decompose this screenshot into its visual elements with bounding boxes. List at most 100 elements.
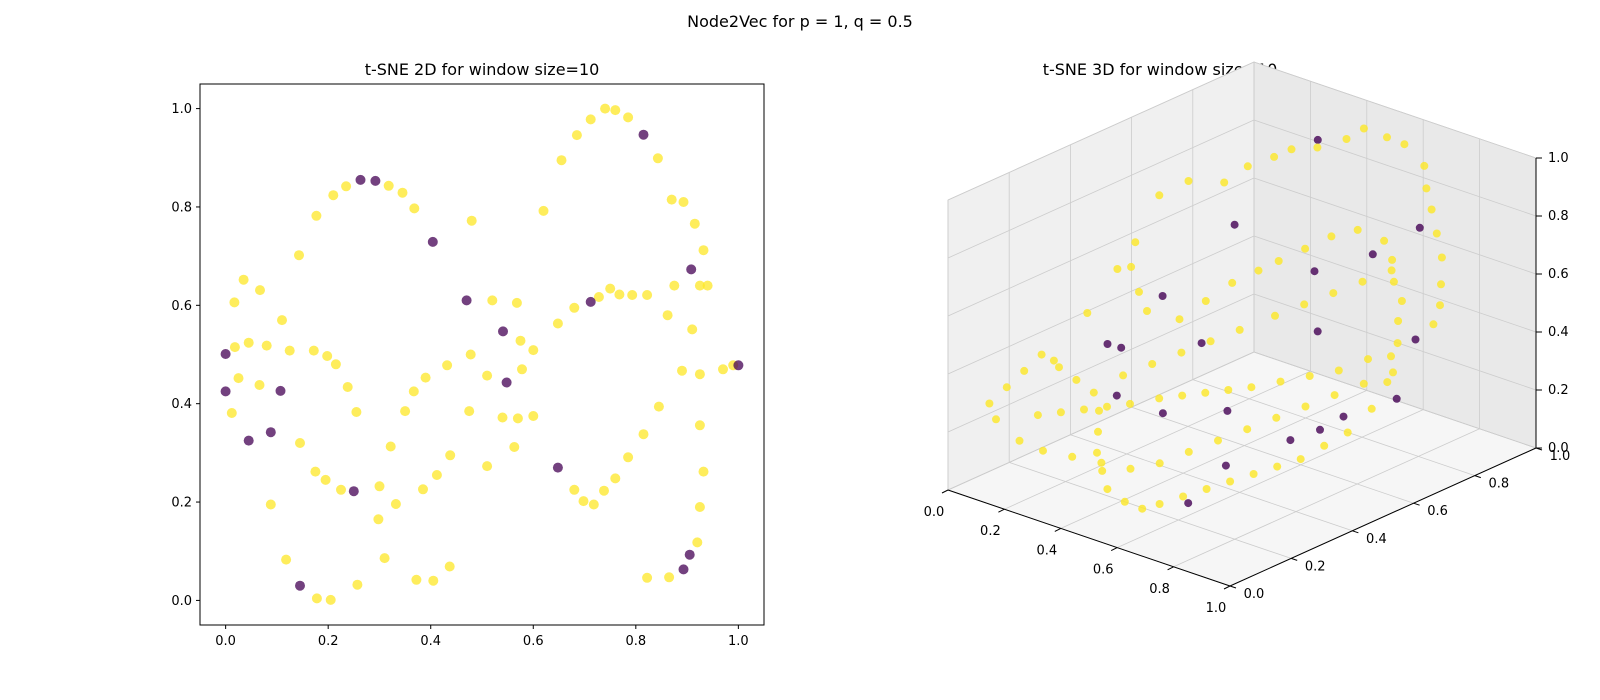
point-3d-s0-50 (1388, 255, 1397, 264)
point-2d-s1-16 (295, 580, 305, 591)
point-3d-s0-6 (1313, 143, 1322, 152)
point-2d-s0-21 (678, 197, 689, 207)
point-2d-s0-18 (623, 112, 634, 123)
x-axis-line-3d (947, 489, 1231, 587)
point-3d-s0-99 (1387, 266, 1396, 275)
point-3d-s0-39 (1135, 287, 1143, 296)
point-3d-s0-33 (1033, 411, 1042, 420)
point-3d-s0-103 (1148, 360, 1157, 368)
point-2d-s0-36 (692, 537, 703, 548)
xtick-label-3d: 0.6 (1093, 563, 1114, 578)
point-2d-s0-79 (482, 461, 493, 472)
point-2d-s0-38 (642, 572, 653, 583)
point-2d-s0-37 (664, 572, 675, 583)
point-3d-s0-13 (1427, 205, 1436, 214)
point-2d-s0-54 (336, 484, 346, 495)
point-2d-s0-90 (593, 292, 604, 302)
point-2d-s0-22 (689, 218, 700, 229)
point-2d-s0-0 (229, 297, 240, 308)
point-3d-s0-35 (1083, 309, 1092, 317)
figure-suptitle: Node2Vec for p = 1, q = 0.5 (687, 12, 913, 31)
point-2d-s0-32 (677, 365, 687, 376)
point-2d-s1-4 (686, 264, 697, 275)
ytick-mark-3d (1352, 530, 1359, 534)
point-3d-s0-37 (1131, 238, 1140, 247)
ztick-label-3d: 0.8 (1548, 209, 1569, 224)
point-2d-s0-98 (610, 473, 621, 484)
point-3d-s0-96 (1300, 300, 1309, 309)
point-3d-s0-93 (1359, 379, 1368, 388)
point-3d-s1-12 (1392, 394, 1401, 403)
point-2d-s0-101 (578, 496, 589, 507)
point-3d-s1-7 (1411, 335, 1420, 344)
xtick-label-3d: 0.0 (924, 505, 945, 520)
point-2d-s1-6 (498, 326, 508, 337)
point-3d-s0-14 (1432, 229, 1441, 238)
grid-line (1004, 370, 1311, 510)
grid-line (1070, 434, 1353, 532)
point-2d-s1-10 (220, 386, 231, 397)
point-2d-s0-74 (528, 345, 539, 356)
point-2d-s1-8 (585, 296, 596, 307)
point-3d-s0-22 (1305, 372, 1314, 380)
point-2d-s0-19 (652, 153, 663, 164)
point-3d-s0-5 (1287, 145, 1296, 154)
point-3d-s0-97 (1329, 289, 1338, 298)
point-3d-s0-70 (1093, 448, 1101, 457)
grid-line (947, 177, 1255, 317)
point-2d-s0-59 (352, 579, 363, 590)
ytick-mark-3d (1291, 557, 1298, 561)
point-3d-s0-55 (1383, 378, 1392, 387)
point-2d-s0-94 (642, 290, 653, 300)
grid-line (947, 293, 1255, 433)
point-3d-s0-62 (1226, 477, 1235, 486)
point-2d-s0-63 (385, 441, 396, 452)
point-3d-s0-46 (1301, 244, 1310, 253)
point-2d-s0-40 (243, 337, 254, 348)
point-3d-s1-8 (1117, 343, 1126, 352)
point-3d-s0-82 (1039, 446, 1047, 455)
point-3d-s1-13 (1112, 391, 1121, 400)
point-3d-s0-1 (1184, 177, 1193, 185)
point-2d-s0-15 (585, 114, 596, 125)
point-2d-s0-64 (400, 406, 411, 417)
xtick-label-2d: 1.0 (728, 634, 749, 649)
point-2d-s0-52 (310, 466, 321, 477)
point-3d-s0-92 (1330, 391, 1339, 400)
point-3d-s0-60 (1273, 462, 1282, 471)
xtick-mark-3d (1110, 547, 1118, 552)
point-2d-s0-10 (409, 203, 420, 214)
point-3d-s0-31 (1080, 405, 1088, 414)
point-3d-s0-49 (1380, 236, 1389, 245)
xtick-label-2d: 0.8 (625, 634, 646, 649)
grid-line (1173, 428, 1480, 568)
point-3d-s1-1 (1415, 223, 1424, 232)
point-3d-s0-47 (1327, 232, 1336, 241)
point-3d-s0-8 (1359, 124, 1368, 133)
point-2d-s0-1 (238, 274, 249, 285)
point-2d-s0-31 (662, 310, 673, 321)
point-3d-s0-30 (1103, 402, 1111, 411)
point-3d-s0-11 (1420, 161, 1429, 170)
point-2d-s0-3 (277, 315, 287, 326)
point-2d-s0-12 (538, 205, 549, 216)
point-3d-s0-45 (1274, 257, 1283, 265)
point-3d-s0-34 (1049, 356, 1058, 365)
point-2d-s0-76 (512, 413, 523, 424)
chart-2d: t-SNE 2D for window size=10 0.0 0.2 0.4 0.6… (171, 60, 765, 649)
point-3d-s0-10 (1400, 140, 1409, 149)
ytick-label-2d: 1.0 (171, 102, 192, 117)
point-2d-s0-75 (528, 411, 539, 421)
point-3d-s0-85 (1126, 464, 1135, 473)
point-3d-s0-53 (1394, 317, 1403, 325)
point-3d-s0-74 (1072, 375, 1081, 384)
point-2d-s0-47 (351, 407, 362, 417)
point-3d-s0-16 (1437, 280, 1445, 289)
point-2d-s0-41 (261, 340, 272, 351)
point-3d-s0-81 (1015, 436, 1024, 445)
chart-2d-title: t-SNE 2D for window size=10 (365, 60, 600, 79)
point-2d-s0-58 (325, 594, 336, 605)
chart-3d-points (985, 124, 1446, 513)
point-3d-s0-3 (1243, 162, 1252, 171)
point-3d-s0-101 (1206, 337, 1215, 346)
